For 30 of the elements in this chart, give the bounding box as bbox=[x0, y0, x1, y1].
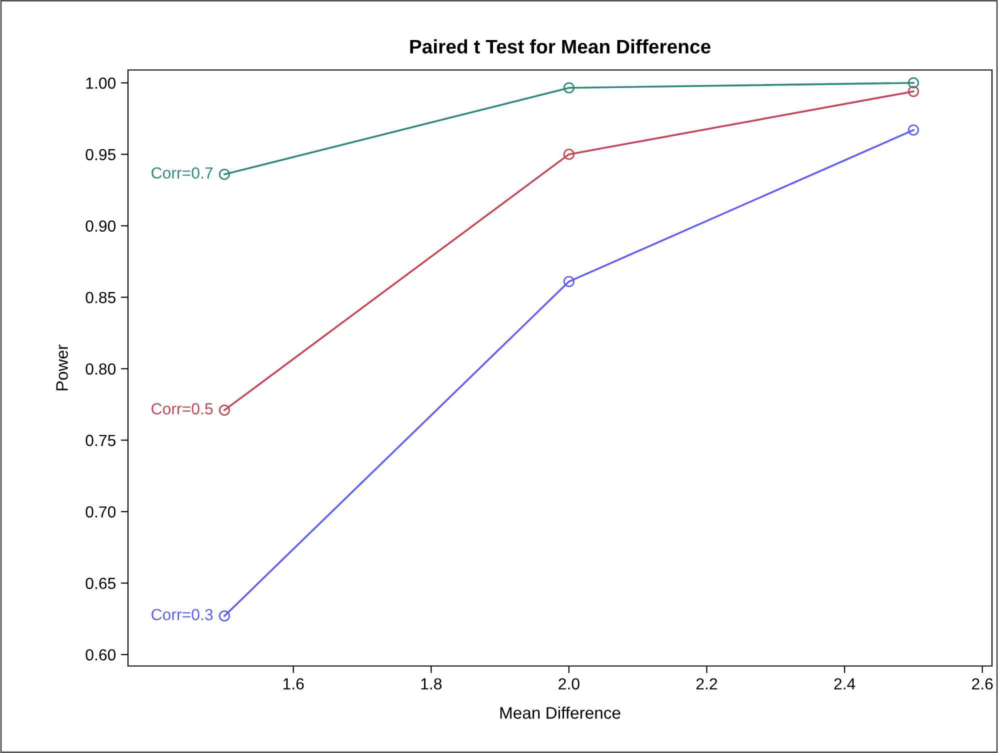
series-label: Corr=0.5 bbox=[152, 403, 213, 414]
point bbox=[908, 124, 920, 136]
x-tick-label: 2.6 bbox=[972, 678, 993, 690]
y-axis-title: Power bbox=[56, 344, 68, 390]
y-tick-label: 0.75 bbox=[86, 434, 116, 446]
y-tick-label: 0.80 bbox=[86, 363, 116, 375]
point bbox=[218, 610, 230, 622]
y-tick-label: 0.90 bbox=[86, 220, 116, 232]
x-axis-title: Mean Difference bbox=[500, 706, 620, 719]
chart-title: Paired t Test for Mean Difference bbox=[410, 39, 710, 54]
x-tick-label: 2.4 bbox=[834, 678, 856, 690]
point bbox=[563, 148, 575, 160]
y-tick-label: 0.60 bbox=[86, 649, 116, 661]
y-tick-label: 0.70 bbox=[86, 506, 116, 518]
series-label: Corr=0.3 bbox=[152, 608, 213, 620]
y-tick-label: 1.00 bbox=[86, 78, 116, 89]
y-tick-label: 0.65 bbox=[86, 578, 116, 590]
series-label: Corr=0.7 bbox=[152, 167, 213, 179]
point bbox=[218, 168, 230, 180]
point bbox=[218, 404, 230, 416]
x-tick-label: 1.6 bbox=[283, 678, 304, 690]
y-tick-label: 0.85 bbox=[86, 292, 116, 304]
point bbox=[908, 86, 920, 97]
point bbox=[563, 82, 575, 94]
x-tick-label: 2.2 bbox=[696, 678, 718, 690]
x-tick-label: 1.8 bbox=[421, 678, 442, 690]
point bbox=[563, 276, 575, 288]
y-tick-label: 0.95 bbox=[86, 148, 116, 160]
point bbox=[908, 77, 920, 88]
x-tick-label: 2.0 bbox=[558, 678, 580, 690]
